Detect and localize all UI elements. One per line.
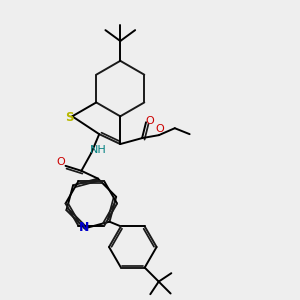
Text: O: O bbox=[56, 157, 65, 167]
Text: N: N bbox=[79, 221, 89, 234]
Text: NH: NH bbox=[90, 145, 106, 155]
Text: O: O bbox=[155, 124, 164, 134]
Text: S: S bbox=[65, 111, 74, 124]
Text: O: O bbox=[146, 116, 154, 126]
